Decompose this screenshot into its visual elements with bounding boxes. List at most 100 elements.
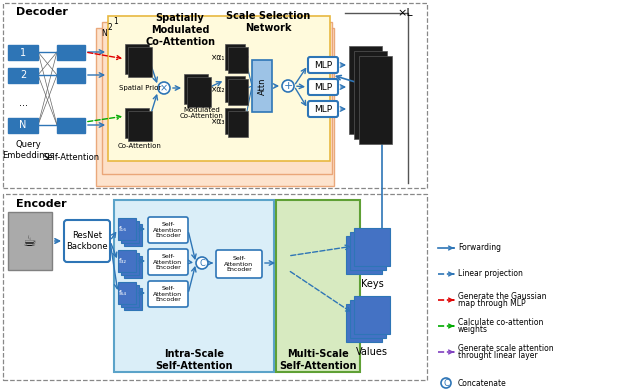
Text: ...: ... bbox=[19, 98, 29, 108]
Bar bbox=[349, 46, 382, 134]
Text: Concatenate: Concatenate bbox=[458, 379, 507, 388]
Bar bbox=[128, 111, 152, 141]
Bar bbox=[96, 28, 334, 186]
Text: Query
Embeddings: Query Embeddings bbox=[2, 140, 54, 160]
Bar bbox=[128, 47, 152, 77]
FancyBboxPatch shape bbox=[148, 249, 188, 275]
Text: ×α₂: ×α₂ bbox=[211, 85, 225, 94]
Text: Values: Values bbox=[356, 347, 388, 357]
Text: Self-Attention: Self-Attention bbox=[42, 154, 100, 163]
Text: 1: 1 bbox=[20, 48, 26, 57]
Text: +: + bbox=[284, 81, 292, 91]
FancyBboxPatch shape bbox=[148, 217, 188, 243]
Text: Modulated
Co-Attention: Modulated Co-Attention bbox=[180, 106, 224, 119]
Text: Spatial Prior: Spatial Prior bbox=[119, 85, 161, 91]
Bar bbox=[225, 44, 245, 70]
Text: map through MLP: map through MLP bbox=[458, 299, 525, 308]
Bar bbox=[125, 108, 149, 138]
FancyBboxPatch shape bbox=[64, 220, 110, 262]
Text: Self-
Attention
Encoder: Self- Attention Encoder bbox=[154, 254, 182, 270]
Bar bbox=[346, 236, 382, 274]
Bar bbox=[252, 60, 272, 112]
Circle shape bbox=[196, 257, 208, 269]
Bar bbox=[350, 300, 386, 338]
Text: Intra-Scale
Self-Attention: Intra-Scale Self-Attention bbox=[156, 349, 233, 371]
Bar bbox=[57, 68, 85, 83]
Text: Forwarding: Forwarding bbox=[458, 243, 501, 252]
Bar bbox=[228, 111, 248, 137]
Text: MLP: MLP bbox=[314, 83, 332, 92]
Text: ×α₃: ×α₃ bbox=[211, 117, 225, 126]
FancyBboxPatch shape bbox=[308, 101, 338, 117]
Bar bbox=[225, 108, 245, 134]
Bar bbox=[276, 200, 360, 372]
Circle shape bbox=[158, 82, 170, 94]
Bar bbox=[118, 218, 136, 240]
Text: Generate scale attention: Generate scale attention bbox=[458, 344, 554, 353]
Bar bbox=[8, 68, 38, 83]
Bar bbox=[187, 77, 211, 107]
Bar bbox=[346, 304, 382, 342]
Text: f₁₆: f₁₆ bbox=[119, 226, 127, 232]
Bar bbox=[125, 44, 149, 74]
Bar bbox=[3, 3, 427, 188]
Text: Generate the Gaussian: Generate the Gaussian bbox=[458, 292, 547, 301]
Bar bbox=[114, 200, 274, 372]
Circle shape bbox=[282, 80, 294, 92]
Bar bbox=[57, 118, 85, 133]
Text: Co-Attention: Co-Attention bbox=[118, 143, 162, 149]
Bar bbox=[102, 22, 332, 174]
FancyBboxPatch shape bbox=[216, 250, 262, 278]
Text: ×L: ×L bbox=[397, 8, 413, 18]
Bar bbox=[350, 232, 386, 270]
Text: Encoder: Encoder bbox=[16, 199, 67, 209]
Bar bbox=[228, 47, 248, 73]
Text: MLP: MLP bbox=[314, 60, 332, 69]
Text: C: C bbox=[199, 259, 205, 268]
Text: 1: 1 bbox=[113, 16, 118, 25]
Bar bbox=[354, 51, 387, 139]
FancyBboxPatch shape bbox=[308, 57, 338, 73]
Text: ResNet
Backbone: ResNet Backbone bbox=[66, 231, 108, 251]
Text: C: C bbox=[443, 379, 449, 388]
Bar bbox=[3, 194, 427, 380]
Bar bbox=[121, 285, 139, 307]
Text: f₆₄: f₆₄ bbox=[119, 290, 127, 296]
Bar bbox=[124, 224, 142, 246]
Text: Scale Selection
Network: Scale Selection Network bbox=[226, 11, 310, 33]
Text: weights: weights bbox=[458, 325, 488, 334]
Text: ×: × bbox=[160, 83, 168, 93]
Text: f₃₂: f₃₂ bbox=[119, 258, 127, 264]
Text: 2: 2 bbox=[20, 71, 26, 80]
Text: ☕: ☕ bbox=[23, 234, 37, 248]
FancyBboxPatch shape bbox=[148, 281, 188, 307]
Text: Multi-Scale
Self-Attention: Multi-Scale Self-Attention bbox=[279, 349, 356, 371]
Bar bbox=[124, 256, 142, 278]
Bar bbox=[57, 45, 85, 60]
Text: Calculate co-attention: Calculate co-attention bbox=[458, 318, 543, 327]
Bar bbox=[184, 74, 208, 104]
Bar bbox=[354, 228, 390, 266]
Bar bbox=[124, 288, 142, 310]
Text: ×α₁: ×α₁ bbox=[211, 53, 225, 62]
Text: MLP: MLP bbox=[314, 105, 332, 113]
Text: Self-
Attention
Encoder: Self- Attention Encoder bbox=[225, 256, 253, 272]
Text: N: N bbox=[101, 28, 107, 37]
Text: Linear projection: Linear projection bbox=[458, 269, 523, 278]
Bar bbox=[359, 56, 392, 144]
Bar bbox=[8, 212, 52, 270]
Text: Decoder: Decoder bbox=[16, 7, 68, 17]
Bar bbox=[118, 250, 136, 272]
Bar bbox=[8, 45, 38, 60]
Text: 2: 2 bbox=[107, 23, 112, 32]
Text: Self-
Attention
Encoder: Self- Attention Encoder bbox=[154, 286, 182, 302]
Text: Self-
Attention
Encoder: Self- Attention Encoder bbox=[154, 222, 182, 238]
Text: N: N bbox=[19, 121, 27, 131]
Bar bbox=[228, 79, 248, 105]
Bar bbox=[8, 118, 38, 133]
Text: throught linear layer: throught linear layer bbox=[458, 351, 538, 360]
Bar bbox=[121, 253, 139, 275]
Circle shape bbox=[441, 378, 451, 388]
Bar bbox=[108, 16, 330, 161]
Text: Keys: Keys bbox=[360, 279, 383, 289]
